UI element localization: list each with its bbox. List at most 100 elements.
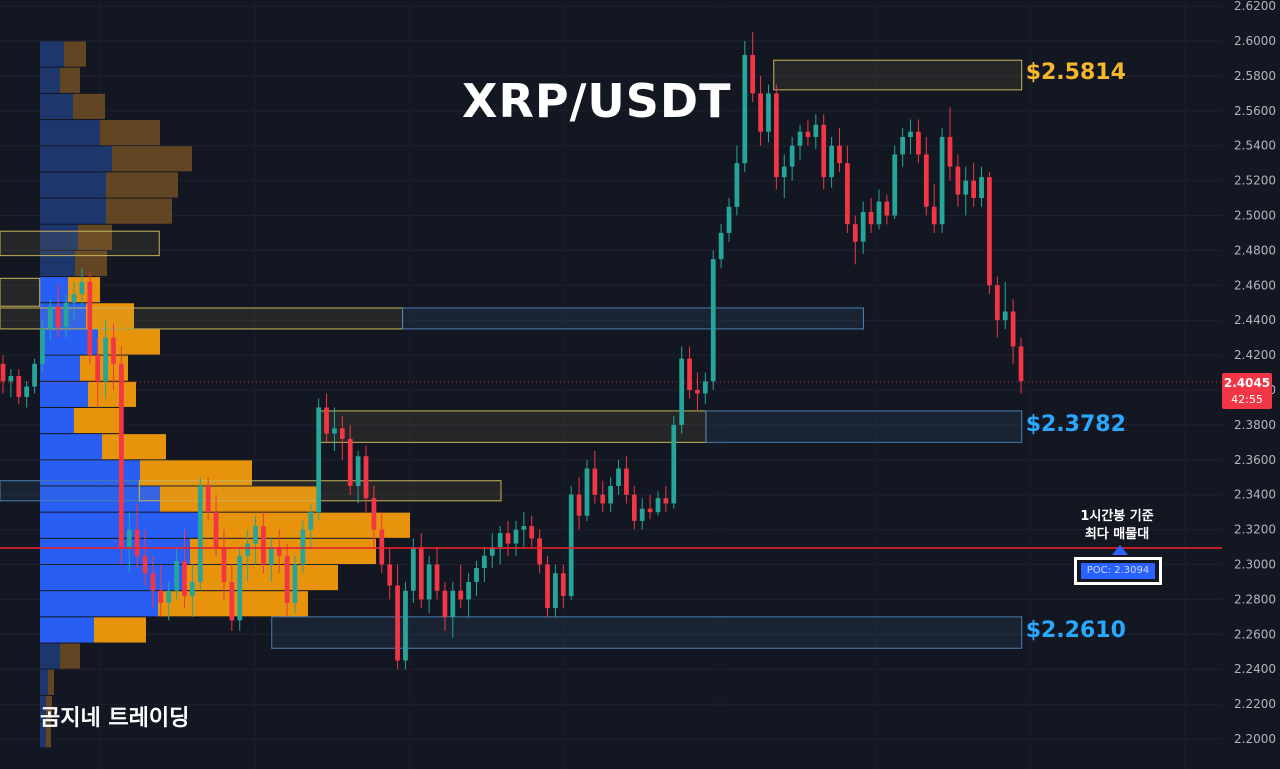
- volume-bar-up: [40, 643, 60, 669]
- volume-bar-up: [40, 381, 88, 407]
- candle-body: [450, 590, 456, 617]
- candle-body: [845, 163, 850, 225]
- candle-body: [553, 573, 558, 609]
- volume-bar-down: [73, 93, 105, 120]
- candle-body: [292, 564, 298, 603]
- candle-body: [710, 259, 716, 382]
- candle-body: [884, 201, 890, 216]
- volume-bar-up: [40, 617, 94, 643]
- volume-bar-down: [86, 303, 134, 329]
- candle-body: [410, 547, 416, 591]
- candle-body: [300, 529, 306, 565]
- candle-body: [789, 145, 795, 167]
- candle-body: [687, 358, 692, 390]
- candle-body: [458, 590, 464, 600]
- candle-body: [758, 93, 763, 132]
- zone-price-label: $2.3782: [1025, 411, 1126, 437]
- candle-body: [821, 124, 827, 178]
- candle-body: [600, 494, 606, 504]
- poc-label: POC: 2.3094: [1081, 563, 1155, 579]
- candle-body: [119, 363, 124, 548]
- candle-body: [426, 564, 432, 600]
- volume-bar-up: [40, 224, 78, 250]
- candle-body: [837, 145, 842, 164]
- candle-body: [663, 498, 669, 504]
- candle-body: [237, 555, 243, 621]
- candle-body: [213, 512, 219, 548]
- current-price-tag[interactable]: 2.4045 42:55: [1222, 373, 1272, 409]
- y-tick-label: 2.5000: [1234, 209, 1276, 223]
- volume-bar-down: [88, 381, 136, 407]
- candle-body: [197, 485, 203, 582]
- y-tick-label: 2.5400: [1234, 139, 1276, 153]
- candle-body: [931, 206, 937, 225]
- candle-body: [955, 166, 961, 195]
- candle-body: [947, 136, 953, 167]
- volume-bar-up: [40, 93, 73, 120]
- candle-body: [205, 485, 211, 513]
- candle-body: [971, 180, 977, 199]
- volume-bar-up: [40, 669, 48, 695]
- candle-body: [647, 508, 653, 513]
- candle-body: [529, 526, 535, 539]
- candle-body: [584, 468, 590, 516]
- candle-body: [860, 212, 866, 242]
- candle-body: [482, 555, 487, 568]
- candle-body: [987, 177, 992, 286]
- volume-bar-up: [40, 67, 60, 93]
- candle-body: [387, 564, 393, 586]
- candle-body: [134, 529, 140, 556]
- volume-bar-down: [46, 722, 51, 748]
- candle-body: [797, 131, 803, 146]
- volume-bar-up: [40, 486, 160, 512]
- zone-upper-left: [0, 230, 160, 257]
- candle-body: [316, 407, 322, 513]
- volume-bar-down: [60, 67, 80, 93]
- y-tick-label: 2.6000: [1234, 34, 1276, 48]
- candle-body: [671, 424, 677, 504]
- volume-bar-up: [40, 538, 190, 564]
- candle-body: [505, 533, 511, 544]
- volume-bar-up: [40, 41, 64, 67]
- volume-bar-up: [40, 172, 106, 198]
- volume-bar-down: [102, 434, 166, 460]
- candle-body: [766, 93, 771, 132]
- candle-countdown: 42:55: [1231, 393, 1263, 406]
- poc-label-box[interactable]: POC: 2.3094: [1074, 557, 1162, 585]
- volume-bar-down: [112, 146, 192, 172]
- y-tick-label: 2.2000: [1234, 732, 1276, 746]
- zone-mid-blue: [402, 307, 864, 330]
- candle-body: [434, 564, 440, 591]
- candle-body: [268, 547, 274, 565]
- candle-body: [261, 526, 266, 565]
- volume-bar-down: [48, 669, 54, 695]
- candle-body: [631, 494, 637, 521]
- candle-body: [702, 381, 708, 394]
- poc-note-line1: 1시간봉 기준: [1080, 509, 1154, 524]
- candle-body: [103, 337, 108, 382]
- overlay-lines: [0, 381, 1222, 549]
- volume-bar-up: [40, 198, 106, 224]
- candle-body: [900, 136, 905, 155]
- candle-body: [95, 355, 101, 382]
- candle-body: [734, 163, 740, 207]
- candle-body: [158, 590, 164, 603]
- volume-profile: [40, 41, 410, 748]
- candle-body: [339, 428, 345, 439]
- candle-body: [718, 232, 724, 260]
- candle-body: [568, 494, 574, 596]
- candle-body: [355, 456, 361, 486]
- candle-body: [363, 456, 369, 499]
- volume-bar-up: [40, 591, 158, 617]
- y-tick-label: 2.2800: [1234, 592, 1276, 606]
- volume-bar-down: [186, 565, 338, 591]
- volume-bar-up: [40, 355, 80, 381]
- candle-body: [182, 561, 187, 596]
- volume-bar-down: [160, 486, 318, 512]
- candle-body: [245, 543, 251, 556]
- candle-body: [324, 407, 329, 434]
- candle-body: [150, 573, 156, 591]
- candle-body: [1018, 346, 1024, 382]
- volume-bar-up: [40, 120, 100, 146]
